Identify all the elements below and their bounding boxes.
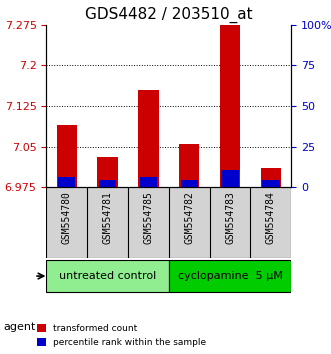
Bar [180,180,198,187]
Bar [87,187,128,258]
Bar [58,177,75,187]
Bar [179,144,199,187]
Bar [97,158,118,187]
Text: untreated control: untreated control [59,271,156,281]
Text: GSM554782: GSM554782 [184,191,194,244]
Text: cyclopamine  5 μM: cyclopamine 5 μM [178,271,282,281]
Bar [46,187,87,258]
Bar [57,125,77,187]
Text: GSM554785: GSM554785 [143,191,153,244]
Bar [138,90,159,187]
Bar [261,168,281,187]
Bar [99,180,116,187]
Bar [169,187,210,258]
FancyBboxPatch shape [46,260,169,292]
Text: GSM554780: GSM554780 [62,191,72,244]
Bar [221,170,239,187]
Bar [128,187,169,258]
Bar [210,187,251,258]
Bar [251,187,291,258]
Legend: transformed count, percentile rank within the sample: transformed count, percentile rank withi… [34,321,209,349]
Bar [220,25,240,187]
Text: GSM554783: GSM554783 [225,191,235,244]
Title: GDS4482 / 203510_at: GDS4482 / 203510_at [85,7,253,23]
FancyBboxPatch shape [169,260,291,292]
Text: GSM554784: GSM554784 [266,191,276,244]
Text: agent: agent [3,322,36,332]
Bar [140,177,157,187]
Text: GSM554781: GSM554781 [103,191,113,244]
Bar [262,180,280,187]
